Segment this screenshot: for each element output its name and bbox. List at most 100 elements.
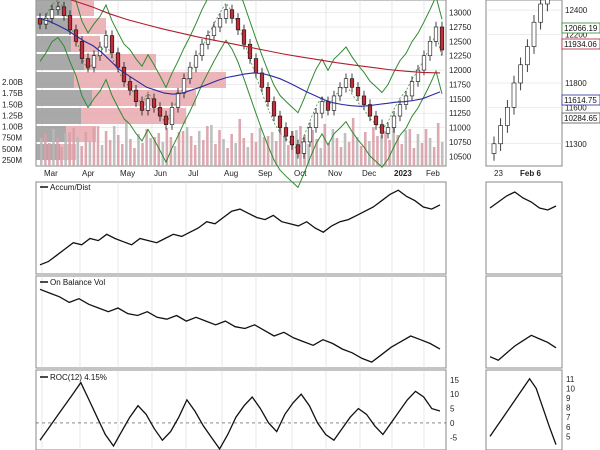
inset-obv-line bbox=[489, 334, 557, 361]
lower-band bbox=[39, 36, 443, 189]
accum-dist-panel-frame bbox=[35, 181, 447, 275]
volume-bar bbox=[278, 127, 282, 166]
candle-body bbox=[325, 101, 331, 111]
candle-body bbox=[253, 58, 259, 74]
x-tick-label: Feb bbox=[426, 169, 440, 178]
candle-body bbox=[61, 6, 67, 16]
volume-bar bbox=[396, 135, 399, 166]
volume-bar bbox=[432, 147, 436, 166]
volume-bar bbox=[327, 143, 331, 166]
roc-tick-label: -5 bbox=[450, 433, 458, 442]
volume-bar bbox=[125, 120, 128, 166]
volume-bar bbox=[274, 141, 278, 166]
inset-roc-tick-label: 11 bbox=[566, 375, 575, 384]
price-tick-label: 11750 bbox=[449, 80, 471, 89]
volume-bar bbox=[408, 129, 412, 166]
volume-bar bbox=[266, 136, 270, 166]
inset-roc-line bbox=[489, 377, 557, 445]
volume-bar bbox=[428, 138, 432, 166]
candle-body bbox=[337, 87, 343, 97]
candle-body bbox=[181, 78, 187, 94]
volume-bar bbox=[230, 134, 233, 166]
candle-body bbox=[391, 115, 397, 128]
volume-bar bbox=[68, 132, 71, 166]
vbp-bar-red bbox=[71, 0, 94, 16]
volume-tick-label: 1.75B bbox=[2, 89, 23, 98]
indicator-lines bbox=[39, 0, 557, 450]
volume-bar bbox=[165, 128, 169, 166]
volume-bar bbox=[315, 139, 318, 166]
candle-body bbox=[103, 35, 109, 48]
bollinger-bands bbox=[39, 0, 443, 189]
volume-bar bbox=[388, 140, 391, 166]
volume-bar bbox=[359, 146, 363, 166]
volume-bar bbox=[193, 145, 197, 166]
candle-body bbox=[319, 101, 325, 114]
candle-body bbox=[205, 35, 211, 45]
candle-body bbox=[127, 81, 133, 91]
volume-bar bbox=[420, 143, 424, 166]
inset-value-tag bbox=[561, 94, 600, 106]
candle-body bbox=[289, 135, 295, 146]
volume-bar bbox=[319, 148, 323, 166]
x-tick-label: Apr bbox=[82, 169, 95, 178]
inset-tick-label: 12400 bbox=[565, 6, 588, 15]
middle-band bbox=[39, 0, 443, 151]
candle-body bbox=[199, 43, 205, 57]
inset-value-tag-text: 11614.75 bbox=[564, 96, 597, 105]
volume-bar bbox=[355, 137, 359, 166]
price-tick-label: 12750 bbox=[449, 23, 472, 32]
inset-roc-tick-label: 7 bbox=[566, 413, 571, 422]
inset-roc-tick-label: 9 bbox=[566, 394, 571, 403]
volume-bar bbox=[376, 136, 379, 166]
volume-bar bbox=[214, 144, 217, 166]
candle-body bbox=[223, 9, 229, 19]
volume-bar bbox=[299, 126, 302, 166]
volume-bar bbox=[64, 133, 67, 166]
volume-bar bbox=[339, 147, 343, 166]
volume-bar bbox=[238, 119, 242, 166]
inset-roc-tick-label: 6 bbox=[566, 423, 571, 432]
volume-bar bbox=[52, 129, 55, 166]
inset-roc-tick-label: 8 bbox=[566, 404, 571, 413]
candle-body bbox=[301, 141, 307, 154]
inset-value-tag-text: 11934.06 bbox=[564, 40, 597, 49]
volume-bar bbox=[157, 133, 161, 166]
x-tick-label: Oct bbox=[294, 169, 307, 178]
volume-bar bbox=[181, 131, 185, 166]
candle-body bbox=[355, 87, 361, 97]
candle-body bbox=[133, 89, 139, 102]
accum-dist-line bbox=[39, 189, 441, 266]
volume-bar bbox=[48, 143, 51, 166]
volume-bar bbox=[129, 139, 132, 166]
inset-candle-body bbox=[531, 21, 537, 47]
inset-tick-label: 12200 bbox=[565, 30, 588, 39]
candle-body bbox=[145, 98, 151, 111]
roc-tick-label: 5 bbox=[450, 405, 455, 414]
vbp-bar-red bbox=[71, 18, 106, 34]
candle-body bbox=[343, 78, 349, 88]
volume-bar bbox=[262, 137, 266, 166]
price-tick-label: 12500 bbox=[449, 37, 472, 46]
volume-bar bbox=[226, 148, 229, 166]
price-tick-label: 12000 bbox=[449, 66, 472, 75]
volume-bar bbox=[307, 144, 310, 166]
volume-bar bbox=[173, 146, 177, 166]
inset-candle-body bbox=[498, 125, 503, 145]
volume-bar bbox=[246, 147, 250, 166]
volume-bar bbox=[234, 143, 237, 166]
candle-body bbox=[373, 115, 379, 125]
volume-bar bbox=[436, 123, 440, 166]
vbp-bar-red bbox=[60, 144, 76, 160]
volume-bar bbox=[412, 148, 416, 166]
volume-bar bbox=[100, 145, 104, 166]
roc-tick-label: 10 bbox=[450, 390, 459, 399]
volume-bar bbox=[108, 140, 112, 166]
volume-bar bbox=[384, 131, 387, 166]
price-tick-label: 11000 bbox=[449, 124, 471, 133]
candle-body bbox=[385, 127, 391, 134]
ma-long-line bbox=[69, 0, 441, 74]
candle-body bbox=[163, 115, 169, 125]
candle-body bbox=[187, 66, 193, 79]
volume-bar bbox=[311, 130, 314, 166]
